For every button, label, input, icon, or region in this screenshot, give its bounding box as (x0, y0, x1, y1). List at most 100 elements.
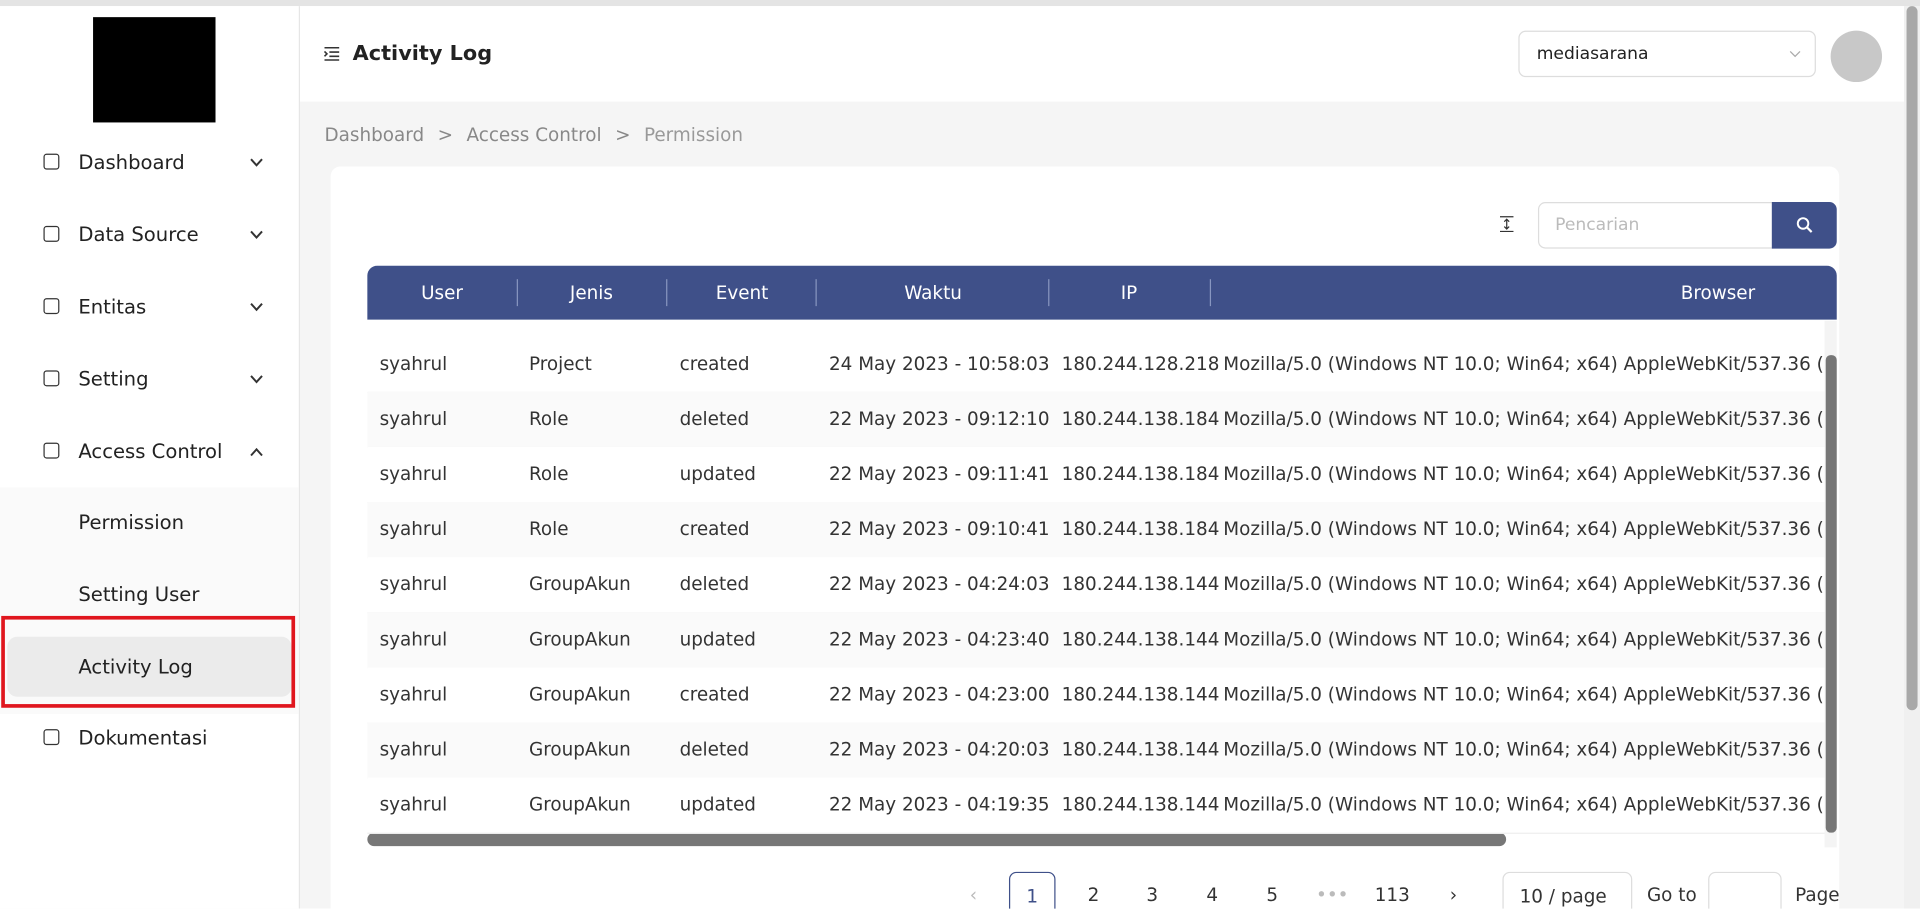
menu-label: Dokumentasi (78, 726, 208, 750)
chevron (250, 230, 263, 240)
column-separator (1048, 279, 1050, 307)
breadcrumb-item[interactable]: Dashboard (324, 123, 425, 146)
table-cell: Mozilla/5.0 (Windows NT 10.0; Win64; x64… (1223, 462, 1825, 485)
menu-item[interactable]: Access Control (0, 427, 299, 476)
table-cell: syahrul (379, 628, 448, 651)
table-cell: updated (679, 793, 756, 816)
table-cell: Mozilla/5.0 (Windows NT 10.0; Win64; x64… (1223, 683, 1825, 706)
page-button[interactable]: 2 (1087, 884, 1100, 907)
goto-input[interactable] (1708, 871, 1782, 909)
table-cell: 180.244.138.144 (1061, 683, 1220, 706)
page-title: Activity Log (352, 41, 493, 67)
page-button[interactable]: 3 (1146, 884, 1159, 907)
menu-item[interactable]: Dokumentasi (0, 714, 299, 763)
table-cell: syahrul (379, 738, 448, 761)
table-cell: syahrul (379, 517, 448, 541)
chevron (250, 303, 263, 312)
goto-label: Go to (1646, 884, 1697, 907)
table-cell: 180.244.138.144 (1061, 793, 1220, 816)
table-cell: syahrul (379, 462, 448, 485)
submenu-item[interactable]: Activity Log (0, 643, 299, 692)
submenu-item[interactable]: Permission (0, 498, 299, 547)
column-header: Browser (1680, 281, 1756, 304)
table-cell: GroupAkun (528, 628, 631, 651)
menu-label: Access Control (78, 439, 223, 463)
submenu-item[interactable]: Setting User (0, 571, 299, 620)
table-cell: 180.244.128.218 (1061, 352, 1220, 375)
breadcrumb-item: > (615, 123, 631, 146)
menu-item[interactable]: Setting (0, 355, 299, 404)
v-scroll-thumb (1825, 355, 1837, 833)
table-cell: 22 May 2023 - 04:20:03 (828, 738, 1050, 761)
column-header: Waktu (904, 281, 962, 304)
org-select[interactable]: mediasarana (1518, 30, 1816, 78)
chevron (250, 375, 263, 384)
table-cell: 22 May 2023 - 04:19:35 (828, 793, 1050, 816)
table-cell: 180.244.138.184 (1061, 407, 1220, 430)
page-button[interactable]: 4 (1206, 884, 1219, 907)
table-row[interactable]: syahrul Role updated 22 May 2023 - 09:11:41… (367, 446, 1825, 504)
table-row[interactable]: syahrul GroupAkun created 22 May 2023 - 04:… (367, 667, 1825, 724)
column-separator (516, 279, 518, 307)
table-cell: Mozilla/5.0 (Windows NT 10.0; Win64; x64… (1223, 573, 1825, 596)
page-button[interactable]: ••• (1315, 884, 1349, 907)
column-separator (815, 279, 817, 307)
table-row[interactable]: syahrul GroupAkun updated 22 May 2023 - 04:… (367, 612, 1825, 669)
chevron (250, 158, 263, 167)
table-row[interactable]: syahrul GroupAkun deleted 22 May 2023 - 04:… (367, 722, 1825, 779)
page-button[interactable]: 5 (1266, 884, 1279, 907)
page-button[interactable]: 113 (1374, 884, 1410, 907)
table-cell: Mozilla/5.0 (Windows NT 10.0; Win64; x64… (1223, 738, 1825, 761)
table-cell: created (679, 683, 750, 706)
search-input[interactable]: Pencarian (1537, 202, 1774, 249)
table-cell: 180.244.138.144 (1061, 628, 1220, 651)
page-size-select[interactable]: 10 / page (1502, 871, 1633, 909)
table-cell: Mozilla/5.0 (Windows NT 10.0; Win64; x64… (1223, 628, 1825, 651)
menu-item[interactable]: Entitas (0, 283, 299, 332)
menu-icon (43, 153, 60, 170)
column-header: User (421, 281, 463, 304)
search-button[interactable] (1771, 202, 1837, 249)
menu-item[interactable]: Dashboard (0, 138, 299, 187)
avatar[interactable] (1830, 30, 1883, 83)
table-cell: syahrul (379, 683, 448, 706)
table-cell: updated (679, 628, 756, 651)
table-cell: 22 May 2023 - 04:23:00 (828, 683, 1050, 706)
table-cell: Mozilla/5.0 (Windows NT 10.0; Win64; x64… (1223, 407, 1825, 430)
table-cell: syahrul (379, 573, 448, 596)
menu-icon (323, 46, 340, 61)
table-cell: deleted (679, 573, 750, 596)
scroll-thumb (1906, 6, 1918, 711)
table-cell: 180.244.138.144 (1061, 738, 1220, 761)
table-row[interactable]: syahrul Role created 22 May 2023 - 09:10:41… (367, 502, 1825, 559)
table-cell: created (679, 352, 750, 375)
table-row[interactable]: syahrul GroupAkun deleted 22 May 2023 - 04:… (367, 557, 1825, 614)
table-cell: deleted (679, 407, 750, 430)
next-button[interactable]: › (1449, 884, 1458, 907)
breadcrumb: Dashboard > Access Control > Permission (324, 124, 756, 146)
submenu-label: Activity Log (78, 655, 193, 679)
table-row[interactable]: syahrul Project created 24 May 2023 - 10:58… (367, 336, 1825, 394)
menu-label: Entitas (78, 295, 147, 319)
table-header (367, 265, 1837, 320)
menu-item[interactable]: Data Source (0, 211, 299, 260)
column-separator (1209, 279, 1212, 307)
page-button[interactable]: 1 (1008, 871, 1056, 909)
menu-icon (43, 729, 60, 746)
menu-icon (43, 225, 60, 242)
table-row[interactable]: syahrul GroupAkun updated 22 May 2023 - 04:… (367, 777, 1825, 834)
menu-icon (43, 370, 60, 387)
active-item (7, 636, 292, 697)
table-cell: 22 May 2023 - 09:10:41 (828, 517, 1050, 541)
header: Activity Log mediasarana (300, 6, 1905, 102)
density-icon[interactable] (1499, 216, 1515, 233)
breadcrumb-item[interactable]: Access Control (466, 123, 602, 146)
v-scroll-track (1824, 320, 1837, 848)
prev-button: ‹ (969, 884, 978, 907)
logo (93, 17, 216, 123)
table-cell: Role (528, 517, 569, 541)
table-cell: GroupAkun (528, 683, 631, 706)
table-row[interactable]: syahrul Role deleted 22 May 2023 - 09:12:10… (367, 391, 1825, 449)
menu-icon (43, 298, 60, 315)
table-cell: Mozilla/5.0 (Windows NT 10.0; Win64; x64… (1223, 517, 1825, 541)
